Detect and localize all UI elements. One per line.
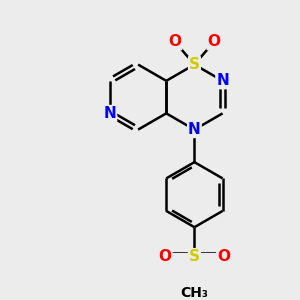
Text: O: O (159, 249, 172, 264)
Text: O: O (168, 34, 182, 49)
Text: N: N (216, 73, 229, 88)
Text: N: N (188, 122, 201, 137)
Text: CH₃: CH₃ (181, 286, 208, 300)
Text: N: N (103, 106, 116, 121)
Text: S: S (189, 57, 200, 72)
Text: O: O (207, 34, 220, 49)
Text: O: O (217, 249, 230, 264)
Text: S: S (189, 249, 200, 264)
